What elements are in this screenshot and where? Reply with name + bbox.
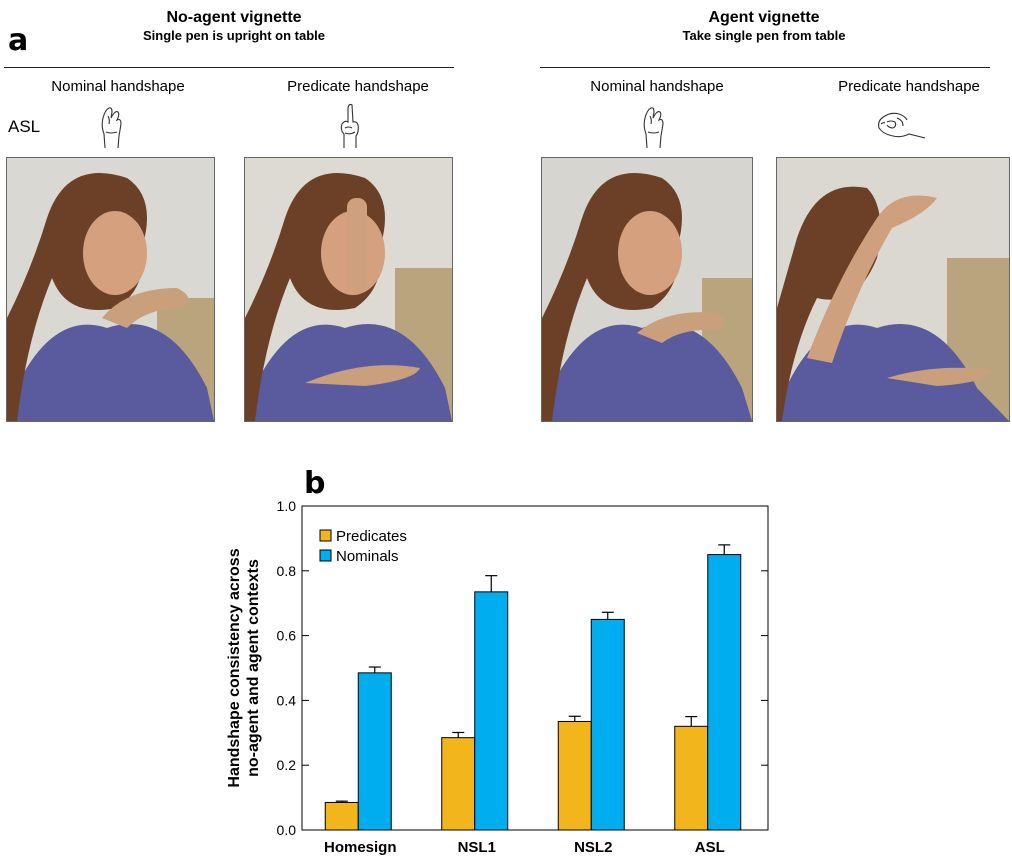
no-agent-predicate-photo: [244, 157, 453, 422]
agent-rule: [540, 67, 990, 68]
y-tick-label: 1.0: [277, 500, 297, 514]
y-tick-label: 0.6: [277, 628, 297, 644]
y-tick-label: 0.0: [277, 822, 297, 838]
legend-label-nominals: Nominals: [336, 548, 399, 565]
legend-swatch-predicates: [319, 529, 332, 542]
no-agent-title: No-agent vignette: [166, 9, 302, 26]
y-axis-label-line-2: no-agent and agent contexts: [245, 559, 262, 777]
agent-subtitle: Take single pen from table: [682, 28, 846, 43]
no-agent-nominal-photo: [6, 157, 215, 422]
panel-a-letter: a: [8, 23, 29, 58]
bars: [324, 544, 742, 831]
agent-nominal-label: Nominal handshape: [590, 78, 724, 95]
no-agent-predicate-label: Predicate handshape: [287, 78, 429, 95]
y-tick-label: 0.2: [277, 757, 297, 773]
y-axis: 0.0 0.2 0.4 0.6 0.8 1.0: [277, 500, 768, 838]
agent-title: Agent vignette: [708, 9, 820, 26]
bar-predicates-nsl1: [441, 737, 476, 831]
y-tick-label: 0.8: [277, 563, 297, 579]
bar-nominals-nsl1: [474, 591, 509, 831]
no-agent-rule: [4, 67, 454, 68]
predicate-handshape-icon: [873, 108, 927, 142]
panel-b-letter: b: [304, 466, 326, 501]
bar-nominals-asl: [707, 554, 742, 831]
language-label: ASL: [8, 117, 41, 136]
y-axis-label: Handshape consistency across no-agent an…: [226, 548, 262, 787]
y-axis-label-line-1: Handshape consistency across: [226, 548, 243, 787]
bar-chart: Handshape consistency across no-agent an…: [226, 500, 769, 856]
legend-label-predicates: Predicates: [336, 528, 407, 545]
x-tick-label-nsl1: NSL1: [458, 839, 496, 856]
agent-header: Agent vignette Take single pen from tabl…: [534, 8, 994, 44]
agent-predicate-photo: [776, 157, 1010, 422]
no-agent-header: No-agent vignette Single pen is upright …: [4, 8, 464, 44]
legend-swatch-nominals: [319, 549, 332, 562]
x-tick-label-nsl2: NSL2: [574, 839, 612, 856]
legend: Predicates Nominals: [319, 528, 407, 565]
no-agent-nominal-label: Nominal handshape: [51, 78, 185, 95]
bar-nominals-homesign: [357, 672, 392, 831]
x-tick-label-asl: ASL: [695, 839, 725, 856]
agent-nominal-photo: [541, 157, 753, 422]
agent-predicate-label: Predicate handshape: [838, 78, 980, 95]
y-tick-label: 0.4: [277, 692, 297, 708]
bar-nominals-nsl2: [590, 618, 625, 831]
predicate-handshape-icon: [335, 102, 365, 150]
x-axis-labels: Homesign NSL1 NSL2 ASL: [324, 839, 725, 856]
nominal-handshape-icon: [639, 104, 669, 150]
nominal-handshape-icon: [97, 104, 127, 150]
plot-frame: [301, 505, 769, 831]
x-tick-label-homesign: Homesign: [324, 839, 397, 856]
bar-predicates-homesign: [324, 801, 359, 831]
bar-predicates-asl: [674, 725, 709, 831]
no-agent-subtitle: Single pen is upright on table: [142, 28, 325, 43]
bar-predicates-nsl2: [557, 720, 592, 831]
